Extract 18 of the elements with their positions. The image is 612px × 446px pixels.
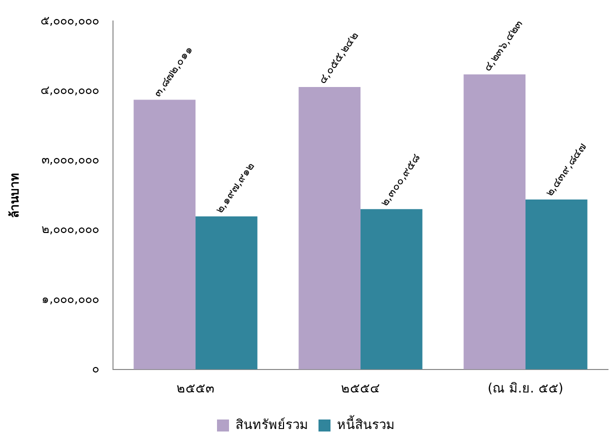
bar <box>526 199 588 370</box>
x-tick-label: ๒๕๕๔ <box>341 382 380 397</box>
y-tick-label: ๐ <box>92 362 100 376</box>
y-tick-label: ๔,๐๐๐,๐๐๐ <box>40 82 100 97</box>
x-tick-label: ๒๕๕๓ <box>176 382 215 397</box>
y-tick-label: ๑,๐๐๐,๐๐๐ <box>41 292 100 306</box>
bar <box>298 86 361 370</box>
x-tick-label: (ณ มิ.ย. ๕๕) <box>488 382 564 397</box>
bar <box>134 100 196 370</box>
legend-label: หนี้สินรวม <box>337 414 395 433</box>
y-tick-label: ๒,๐๐๐,๐๐๐ <box>41 222 100 236</box>
bar <box>360 209 422 370</box>
y-axis-title: ล้านบาท <box>7 172 22 218</box>
y-tick-label: ๕,๐๐๐,๐๐๐ <box>40 13 100 28</box>
y-tick-label: ๓,๐๐๐,๐๐๐ <box>41 152 100 167</box>
bar <box>196 216 258 370</box>
bar <box>464 74 526 370</box>
legend-label: สินทรัพย์รวม <box>236 416 308 433</box>
